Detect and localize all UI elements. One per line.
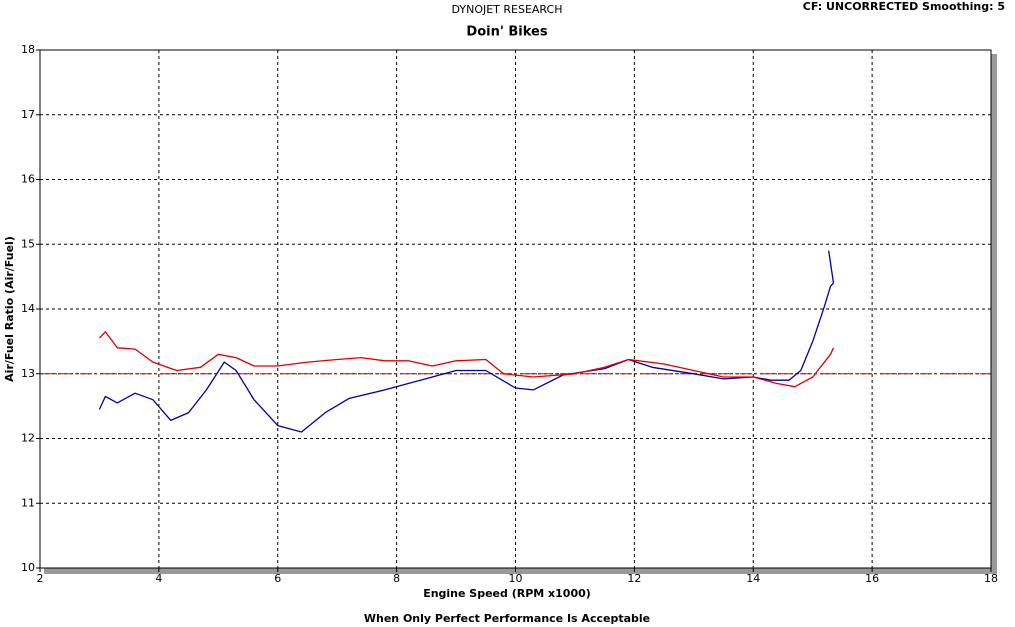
y-tick-label: 14 [21, 302, 35, 315]
footer: When Only Perfect Performance Is Accepta… [364, 612, 650, 625]
series-line [98, 331, 835, 388]
x-tick-label: 4 [155, 572, 162, 585]
chart-title: Doin' Bikes [466, 25, 547, 40]
x-tick-label: 18 [984, 572, 998, 585]
y-tick-label: 11 [21, 496, 35, 509]
y-tick-label: 12 [21, 432, 35, 445]
y-tick-label: 10 [21, 561, 35, 574]
x-tick-label: 6 [274, 572, 281, 585]
y-tick-label: 15 [21, 237, 35, 250]
series-line [98, 250, 835, 433]
x-tick-label: 14 [746, 572, 760, 585]
y-tick-label: 18 [21, 43, 35, 56]
y-tick-label: 16 [21, 173, 35, 186]
y-tick-label: 17 [21, 108, 35, 121]
chart-header: DYNOJET RESEARCH [452, 3, 563, 16]
x-tick-label: 16 [865, 572, 879, 585]
y-tick-label: 13 [21, 367, 35, 380]
x-tick-label: 2 [37, 572, 44, 585]
x-axis-label: Engine Speed (RPM x1000) [423, 587, 591, 600]
chart-info: CF: UNCORRECTED Smoothing: 5 [803, 0, 1005, 13]
x-tick-label: 8 [393, 572, 400, 585]
y-axis-label: Air/Fuel Ratio (Air/Fuel) [3, 236, 16, 382]
x-tick-label: 12 [627, 572, 641, 585]
x-tick-label: 10 [509, 572, 523, 585]
